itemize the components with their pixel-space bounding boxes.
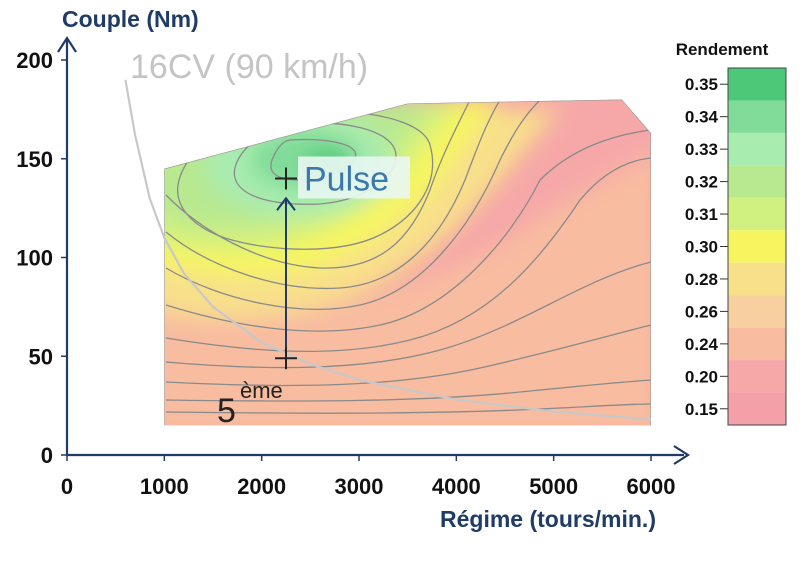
legend-swatch bbox=[728, 295, 786, 328]
legend-swatch bbox=[728, 327, 786, 361]
power-curve-line bbox=[124, 79, 652, 421]
x-tick-label: 6000 bbox=[627, 474, 676, 499]
legend-label: 0.26 bbox=[685, 302, 718, 321]
watermark: 头条 @爱车大家说 bbox=[660, 545, 784, 562]
y-tick-label: 200 bbox=[16, 48, 53, 73]
legend-label: 0.33 bbox=[685, 140, 718, 159]
point-label: 5 bbox=[217, 392, 236, 430]
legend-swatch bbox=[728, 230, 786, 263]
legend-label: 0.34 bbox=[685, 108, 719, 127]
legend-label: 0.35 bbox=[685, 75, 718, 94]
legend-swatch bbox=[728, 100, 786, 133]
legend-swatch bbox=[728, 165, 786, 198]
legend-label: 0.15 bbox=[685, 400, 718, 419]
x-tick-label: 2000 bbox=[237, 474, 286, 499]
y-axis-arrow bbox=[57, 35, 77, 53]
legend: Rendement 0.35 0.34 0.33 0.32 0.31 0.30 0.28 0.2… bbox=[676, 40, 787, 426]
legend-swatch bbox=[728, 197, 786, 231]
legend-swatch bbox=[728, 262, 786, 296]
power-curve: 16CV (90 km/h) bbox=[124, 48, 652, 421]
power-curve-label: 16CV (90 km/h) bbox=[130, 48, 368, 86]
axes: 0 1000 2000 3000 4000 5000 6000 0 50 100 150 200 bbox=[16, 35, 691, 499]
legend-swatch bbox=[728, 360, 786, 393]
legend-label: 0.28 bbox=[685, 270, 718, 289]
y-tick-label: 50 bbox=[29, 344, 53, 369]
y-tick-label: 100 bbox=[16, 246, 53, 271]
x-axis-title: Régime (tours/min.) bbox=[440, 506, 656, 532]
x-tick-label: 4000 bbox=[432, 474, 481, 499]
arrow-head bbox=[276, 196, 296, 211]
y-tick-label: 0 bbox=[41, 443, 53, 468]
legend-swatch bbox=[728, 392, 786, 425]
point-pulse: Pulse bbox=[275, 156, 410, 199]
point-label-superscript: ème bbox=[240, 378, 283, 403]
x-tick-label: 5000 bbox=[529, 474, 578, 499]
x-axis-arrow bbox=[673, 445, 691, 465]
y-tick-label: 150 bbox=[16, 147, 53, 172]
x-tick-label: 1000 bbox=[140, 474, 189, 499]
legend-label: 0.32 bbox=[685, 173, 718, 192]
x-tick-label: 0 bbox=[61, 474, 73, 499]
x-tick-label: 3000 bbox=[335, 474, 384, 499]
point-label: Pulse bbox=[304, 161, 389, 199]
legend-swatch bbox=[728, 132, 786, 166]
y-axis-title: Couple (Nm) bbox=[62, 6, 199, 32]
legend-label: 0.20 bbox=[685, 367, 718, 386]
legend-title: Rendement bbox=[676, 40, 769, 59]
legend-swatch bbox=[728, 68, 786, 101]
legend-label: 0.30 bbox=[685, 238, 718, 257]
legend-label: 0.24 bbox=[685, 335, 719, 354]
legend-label: 0.31 bbox=[685, 205, 718, 224]
legend-frame bbox=[727, 67, 787, 426]
contour-plot bbox=[164, 99, 652, 426]
